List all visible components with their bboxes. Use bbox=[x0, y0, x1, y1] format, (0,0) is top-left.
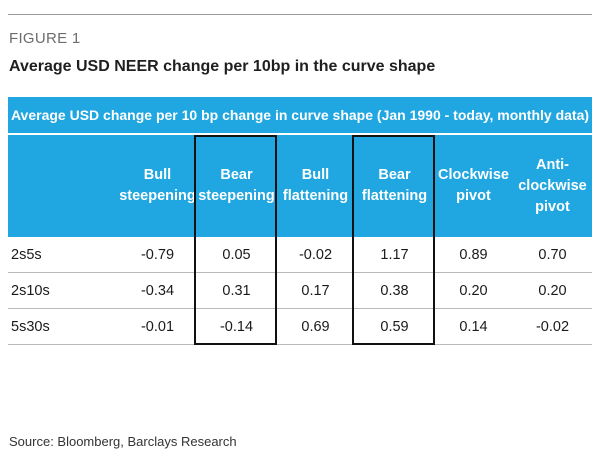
table-cell: 0.31 bbox=[222, 282, 251, 299]
table-row: 5s30s -0.01 -0.14 0.69 0.59 0.14 -0.02 bbox=[8, 309, 592, 345]
table-row: 2s10s -0.34 0.31 0.17 0.38 0.20 0.20 bbox=[8, 273, 592, 309]
table-cell: 0.05 bbox=[222, 246, 251, 263]
header-bull-steepening: Bull steepening bbox=[119, 167, 196, 204]
top-rule bbox=[8, 14, 592, 15]
table-banner: Average USD change per 10 bp change in c… bbox=[8, 97, 592, 135]
header-corner bbox=[8, 135, 118, 237]
figure-label: FIGURE 1 bbox=[9, 30, 81, 47]
table-cell: -0.79 bbox=[140, 246, 175, 263]
table-cell: 0.20 bbox=[459, 282, 488, 299]
table-cell: -0.01 bbox=[140, 318, 175, 335]
header-bear-flattening: Bear flattening bbox=[361, 167, 428, 204]
table-cell: -0.14 bbox=[219, 318, 254, 335]
table-cell: -0.02 bbox=[535, 318, 570, 335]
row-label: 2s5s bbox=[11, 246, 42, 263]
table-cell: -0.34 bbox=[140, 282, 175, 299]
table-cell: 0.70 bbox=[538, 246, 567, 263]
figure-title: Average USD NEER change per 10bp in the … bbox=[9, 58, 436, 75]
header-clockwise-pivot: Clockwise pivot bbox=[438, 167, 509, 204]
source-note: Source: Bloomberg, Barclays Research bbox=[9, 434, 237, 449]
data-table: Average USD change per 10 bp change in c… bbox=[8, 97, 592, 345]
table-cell: 0.59 bbox=[380, 318, 409, 335]
table-row: 2s5s -0.79 0.05 -0.02 1.17 0.89 0.70 bbox=[8, 237, 592, 273]
row-label: 5s30s bbox=[11, 318, 50, 335]
table-header-row: Bull steepening Bear steepening Bull fla… bbox=[8, 135, 592, 237]
table-cell: 0.38 bbox=[380, 282, 409, 299]
table-cell: 0.89 bbox=[459, 246, 488, 263]
table-cell: 0.69 bbox=[301, 318, 330, 335]
table-cell: 0.14 bbox=[459, 318, 488, 335]
table-cell: 0.20 bbox=[538, 282, 567, 299]
header-bull-flattening: Bull flattening bbox=[282, 167, 349, 204]
table-cell: -0.02 bbox=[298, 246, 333, 263]
table-cell: 1.17 bbox=[380, 246, 409, 263]
table-cell: 0.17 bbox=[301, 282, 330, 299]
header-anticlockwise-pivot: Anti- clockwise pivot bbox=[518, 156, 587, 215]
header-bear-steepening: Bear steepening bbox=[198, 167, 275, 204]
row-label: 2s10s bbox=[11, 282, 50, 299]
